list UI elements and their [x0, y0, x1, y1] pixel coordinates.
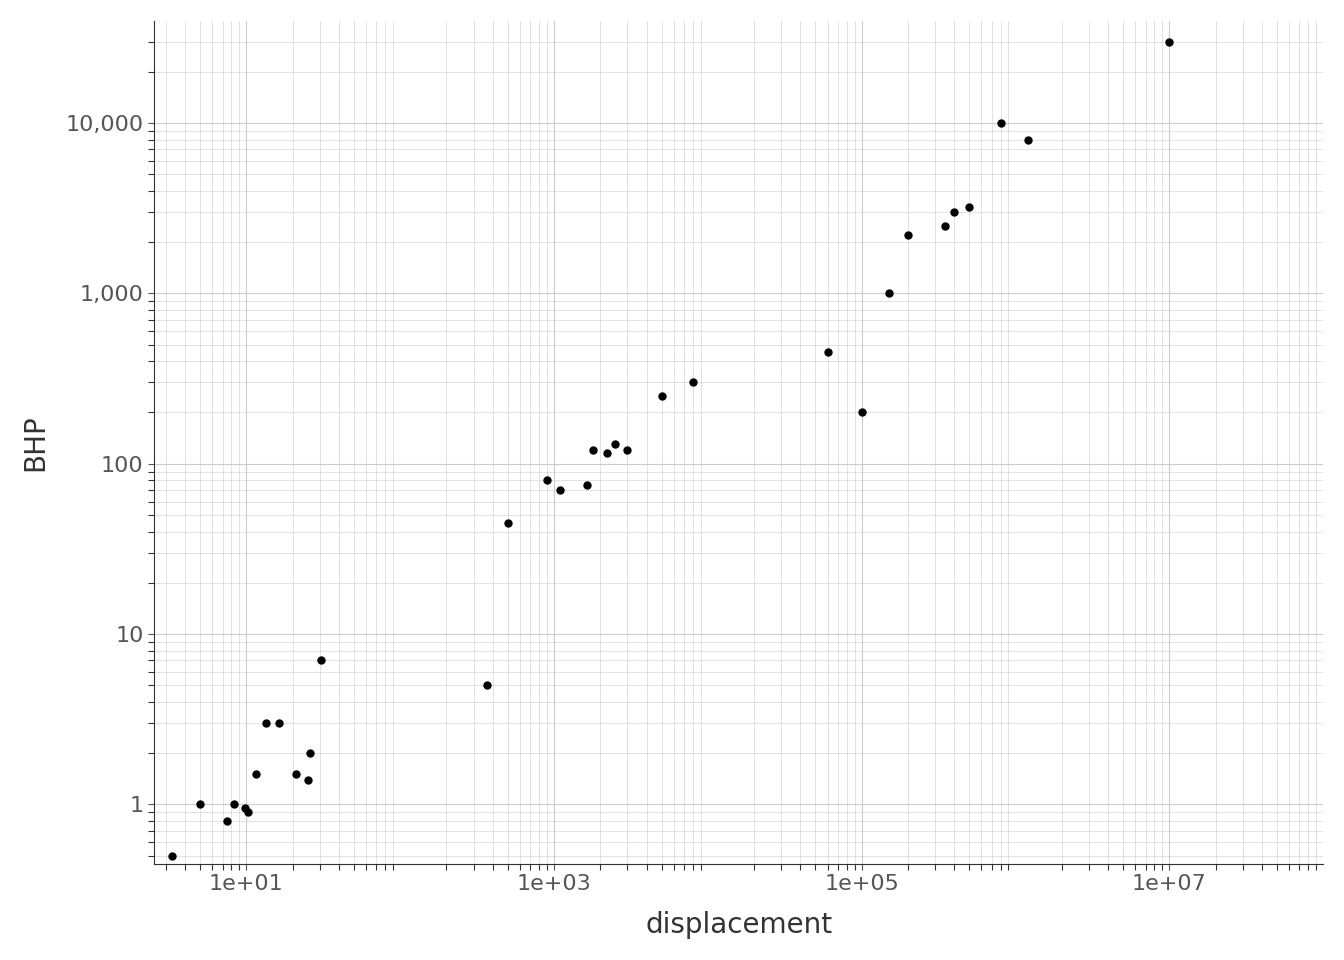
Point [310, 653, 332, 668]
Point [245, 767, 266, 782]
Point [216, 813, 238, 828]
X-axis label: displacement: displacement [645, 911, 832, 939]
Point [595, 445, 617, 461]
Point [297, 772, 319, 787]
Point [943, 204, 965, 220]
Point [269, 715, 290, 731]
Point [878, 286, 899, 301]
Point [300, 746, 321, 761]
Point [285, 767, 306, 782]
Point [582, 443, 603, 458]
Point [577, 477, 598, 492]
Point [817, 345, 839, 360]
Point [650, 388, 672, 403]
Point [851, 405, 872, 420]
Point [989, 115, 1011, 131]
Point [550, 483, 571, 498]
Point [934, 218, 956, 233]
Point [238, 804, 259, 820]
Y-axis label: BHP: BHP [22, 414, 48, 470]
Point [223, 797, 245, 812]
Point [497, 516, 519, 531]
Point [1159, 35, 1180, 50]
Point [605, 437, 626, 452]
Point [476, 678, 497, 693]
Point [234, 801, 255, 816]
Point [255, 715, 277, 731]
Point [1017, 132, 1039, 147]
Point [617, 443, 638, 458]
Point [898, 228, 919, 243]
Point [190, 797, 211, 812]
Point [683, 374, 704, 390]
Point [958, 200, 980, 215]
Point [536, 472, 558, 488]
Point [161, 848, 183, 863]
